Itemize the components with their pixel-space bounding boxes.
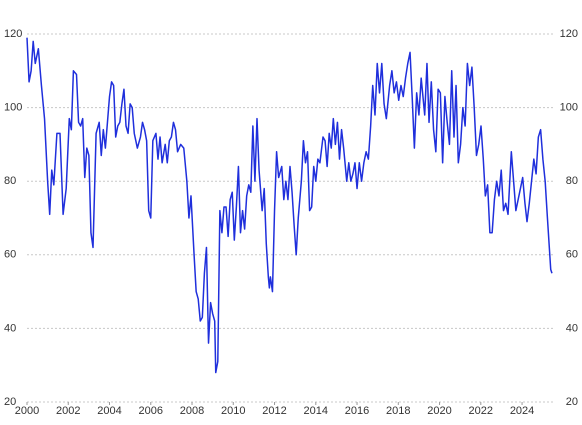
y2-tick-label: 20 — [566, 396, 578, 408]
x-tick-label: 2000 — [15, 405, 39, 417]
y-tick-label: 120 — [4, 28, 22, 40]
y2-tick-label: 100 — [560, 102, 578, 114]
x-tick-label: 2008 — [180, 405, 204, 417]
y2-tick-label: 40 — [566, 322, 578, 334]
y2-tick-label: 80 — [566, 175, 578, 187]
x-tick-label: 2004 — [97, 405, 121, 417]
x-tick-label: 2012 — [262, 405, 286, 417]
x-tick-label: 2020 — [427, 405, 451, 417]
y-tick-label: 40 — [4, 322, 16, 334]
x-tick-label: 2024 — [510, 405, 534, 417]
data-line — [26, 37, 553, 374]
x-tick-label: 2002 — [56, 405, 80, 417]
x-tick-label: 2006 — [139, 405, 163, 417]
y-tick-label: 20 — [4, 396, 16, 408]
x-tick-label: 2022 — [469, 405, 493, 417]
x-tick-label: 2010 — [221, 405, 245, 417]
x-tick-label: 2016 — [345, 405, 369, 417]
y2-tick-label: 60 — [566, 249, 578, 261]
y-tick-label: 100 — [4, 102, 22, 114]
y-tick-label: 60 — [4, 249, 16, 261]
y-tick-label: 80 — [4, 175, 16, 187]
y2-tick-label: 120 — [560, 28, 578, 40]
x-tick-label: 2018 — [386, 405, 410, 417]
x-tick-label: 2014 — [304, 405, 328, 417]
